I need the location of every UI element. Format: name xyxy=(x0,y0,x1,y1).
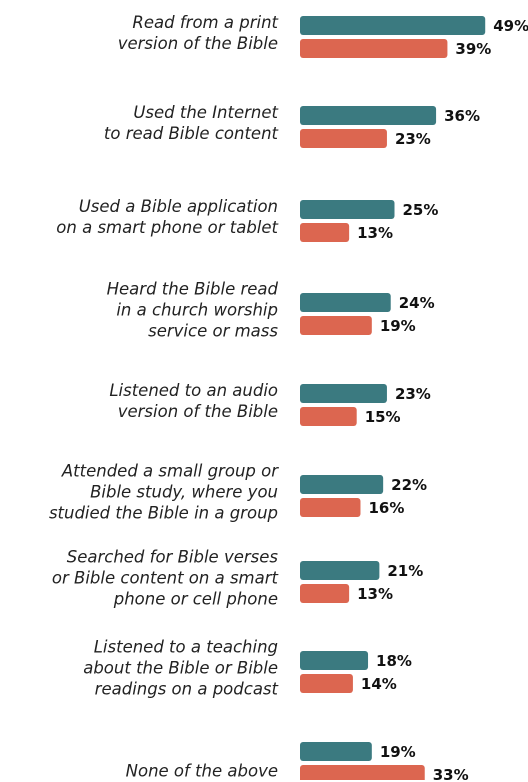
value-label: 33% xyxy=(433,766,469,780)
bar xyxy=(300,316,372,335)
value-label: 18% xyxy=(376,652,412,670)
bar xyxy=(300,200,395,219)
bar xyxy=(300,475,384,494)
value-label: 19% xyxy=(380,743,416,761)
value-label: 24% xyxy=(399,294,435,312)
bar xyxy=(300,407,357,426)
bar xyxy=(300,742,372,761)
value-label: 21% xyxy=(387,562,423,580)
value-label: 15% xyxy=(365,408,401,426)
value-label: 23% xyxy=(395,385,431,403)
bar xyxy=(300,674,353,693)
value-label: 19% xyxy=(380,317,416,335)
category-label: Used a Bible application on a smart phon… xyxy=(56,197,278,237)
bar xyxy=(300,651,369,670)
bar xyxy=(300,223,350,242)
bar xyxy=(300,106,437,125)
value-label: 14% xyxy=(361,675,397,693)
category-label: Attended a small group or Bible study, w… xyxy=(48,461,278,523)
value-label: 22% xyxy=(391,476,427,494)
value-label: 25% xyxy=(403,201,439,219)
category-label: Listened to a teaching about the Bible o… xyxy=(83,637,278,699)
value-label: 13% xyxy=(357,224,393,242)
value-label: 23% xyxy=(395,130,431,148)
category-label: Listened to an audio version of the Bibl… xyxy=(109,381,278,421)
bar xyxy=(300,765,425,780)
bar xyxy=(300,498,361,517)
bar xyxy=(300,16,486,35)
category-label: None of the above xyxy=(125,761,278,781)
bar xyxy=(300,129,387,148)
value-label: 36% xyxy=(444,107,480,125)
bar xyxy=(300,384,387,403)
bar xyxy=(300,39,448,58)
value-label: 13% xyxy=(357,585,393,603)
value-label: 49% xyxy=(493,17,528,35)
value-label: 39% xyxy=(455,40,491,58)
category-label: Heard the Bible read in a church worship… xyxy=(106,279,278,341)
value-label: 16% xyxy=(368,499,404,517)
category-label: Searched for Bible verses or Bible conte… xyxy=(51,547,278,609)
category-label: Used the Internet to read Bible content xyxy=(103,103,278,143)
bar xyxy=(300,584,350,603)
bar xyxy=(300,561,380,580)
bar xyxy=(300,293,391,312)
category-label: Read from a print version of the Bible xyxy=(117,13,278,53)
